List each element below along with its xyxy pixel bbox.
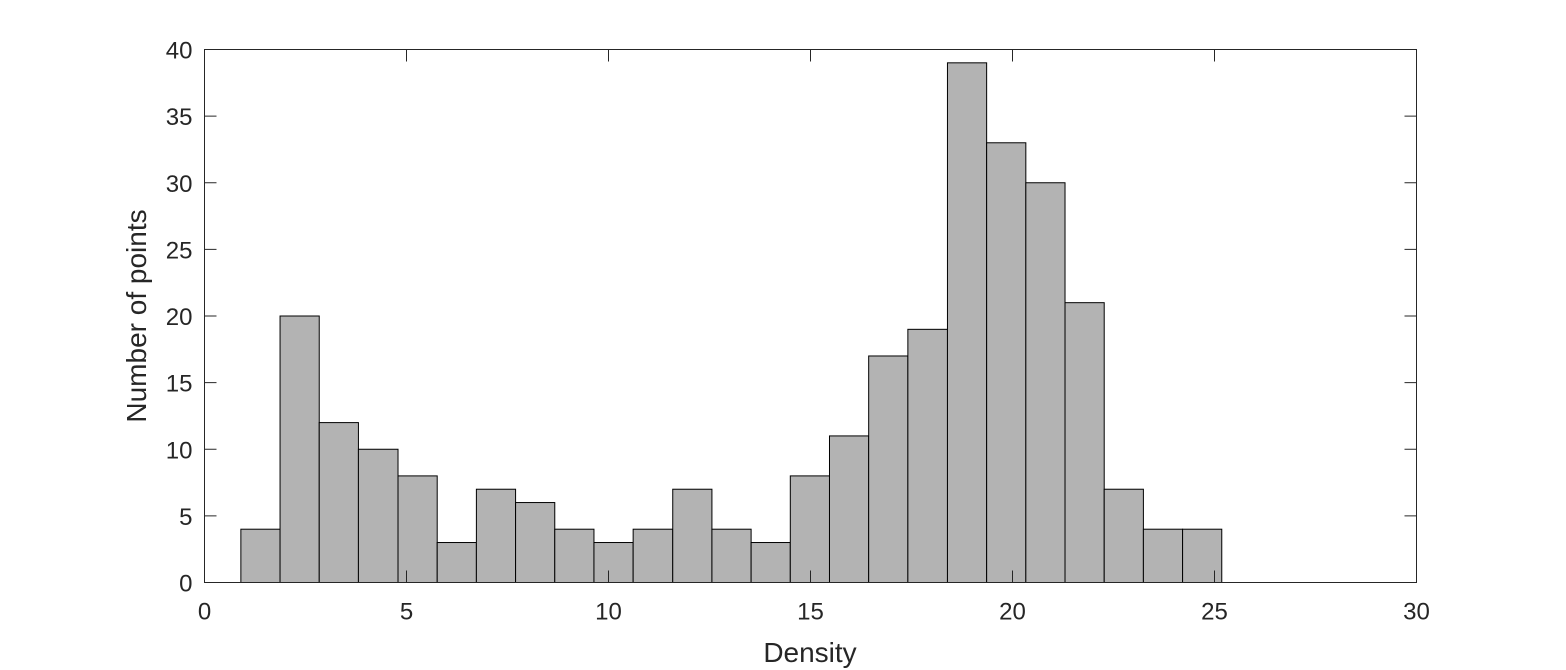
histogram-bar xyxy=(946,62,988,583)
histogram-bar xyxy=(515,502,556,583)
x-tick-label: 20 xyxy=(999,599,1026,626)
x-tick-label: 10 xyxy=(595,599,622,626)
histogram-bar xyxy=(279,315,320,583)
y-tick-label: 15 xyxy=(166,371,193,398)
histogram-bar xyxy=(318,422,359,583)
histogram-bar xyxy=(750,542,791,584)
histogram-bar xyxy=(1103,488,1144,584)
histogram-bar xyxy=(554,528,595,584)
x-tick-label: 0 xyxy=(198,599,211,626)
y-tick-label: 25 xyxy=(166,237,193,264)
histogram-bar xyxy=(711,528,752,584)
histogram-bar xyxy=(1025,182,1066,583)
histogram-bar xyxy=(240,528,281,584)
x-tick-label: 15 xyxy=(797,599,824,626)
y-axis-label: Number of points xyxy=(121,209,152,422)
x-axis-ticks: 0 5 10 15 20 25 30 xyxy=(198,49,1430,626)
histogram-bar xyxy=(789,475,830,583)
histogram-bar xyxy=(397,475,438,583)
histogram-bar xyxy=(1064,302,1105,583)
histogram-bar xyxy=(436,542,477,584)
histogram-bar xyxy=(986,142,1027,583)
y-tick-label: 0 xyxy=(179,571,192,598)
histogram-bar xyxy=(475,488,517,584)
histogram-bar xyxy=(1182,528,1223,584)
x-tick-label: 5 xyxy=(400,599,413,626)
y-tick-label: 40 xyxy=(166,38,193,65)
histogram-bar xyxy=(632,528,674,584)
x-tick-label: 30 xyxy=(1403,599,1430,626)
histogram-bars xyxy=(240,62,1223,584)
y-tick-label: 20 xyxy=(166,304,193,331)
histogram-bar xyxy=(907,328,948,584)
y-tick-label: 30 xyxy=(166,171,193,198)
x-tick-label: 25 xyxy=(1201,599,1228,626)
histogram-bar xyxy=(357,448,399,583)
histogram-bar xyxy=(868,355,909,583)
histogram-bar xyxy=(672,488,713,584)
y-tick-label: 35 xyxy=(166,104,193,131)
y-tick-label: 10 xyxy=(166,437,193,464)
histogram-bar xyxy=(1142,528,1184,584)
histogram-bar xyxy=(593,542,634,584)
histogram-bar xyxy=(828,435,870,583)
x-axis-label: Density xyxy=(763,637,856,668)
y-axis-ticks: 0 5 10 15 20 25 30 35 40 xyxy=(166,38,1417,598)
y-tick-label: 5 xyxy=(179,504,192,531)
